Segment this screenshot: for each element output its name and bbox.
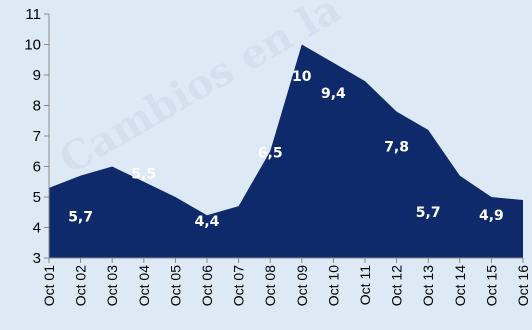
area-series — [49, 44, 523, 258]
y-tick-label: 5 — [33, 189, 41, 206]
x-tick-label: Oct 13 — [420, 265, 436, 306]
data-label: 5,7 — [68, 209, 93, 225]
y-tick-label: 8 — [33, 98, 41, 115]
axes: 3 4 5 6 7 8 9 10 11 Oct 01 Oct 02 Oct 03 Oct 04 Oct 0… — [24, 6, 531, 306]
y-tick-label: 11 — [25, 6, 41, 23]
data-label: 9,4 — [321, 86, 346, 102]
data-label: 7,8 — [384, 139, 409, 155]
x-tick-label: Oct 12 — [389, 265, 405, 306]
data-label: 4,9 — [479, 208, 504, 224]
y-tick-label: 10 — [24, 37, 41, 54]
x-tick-label: Oct 14 — [452, 265, 468, 306]
y-tick-label: 9 — [33, 67, 41, 84]
data-labels: 5,7 5,5 4,4 6,5 10 9,4 7,8 5,7 4,9 — [68, 69, 504, 230]
x-tick-label: Oct 10 — [325, 265, 341, 306]
y-tick-label: 3 — [33, 250, 41, 267]
x-tick-label: Oct 03 — [104, 265, 120, 306]
x-tick-label: Oct 06 — [199, 265, 215, 306]
x-tick-label: Oct 08 — [262, 265, 278, 306]
data-label: 10 — [292, 69, 312, 85]
data-label: 5,7 — [416, 205, 441, 221]
data-label: 4,4 — [195, 214, 220, 230]
x-tick-label: Oct 09 — [294, 265, 310, 306]
y-tick-label: 7 — [33, 128, 41, 145]
x-tick-label: Oct 11 — [357, 265, 373, 305]
x-tick-label: Oct 05 — [167, 265, 183, 306]
x-tick-label: Oct 01 — [41, 265, 57, 306]
x-tick-label: Oct 16 — [515, 265, 531, 306]
data-label: 6,5 — [258, 145, 283, 161]
y-tick-label: 4 — [33, 220, 41, 237]
data-label: 5,5 — [131, 167, 156, 183]
x-tick-label: Oct 15 — [483, 265, 499, 306]
x-tick-label: Oct 07 — [231, 265, 247, 306]
x-tick-label: Oct 02 — [73, 265, 89, 306]
y-tick-label: 6 — [33, 159, 41, 176]
x-tick-label: Oct 04 — [136, 265, 152, 306]
